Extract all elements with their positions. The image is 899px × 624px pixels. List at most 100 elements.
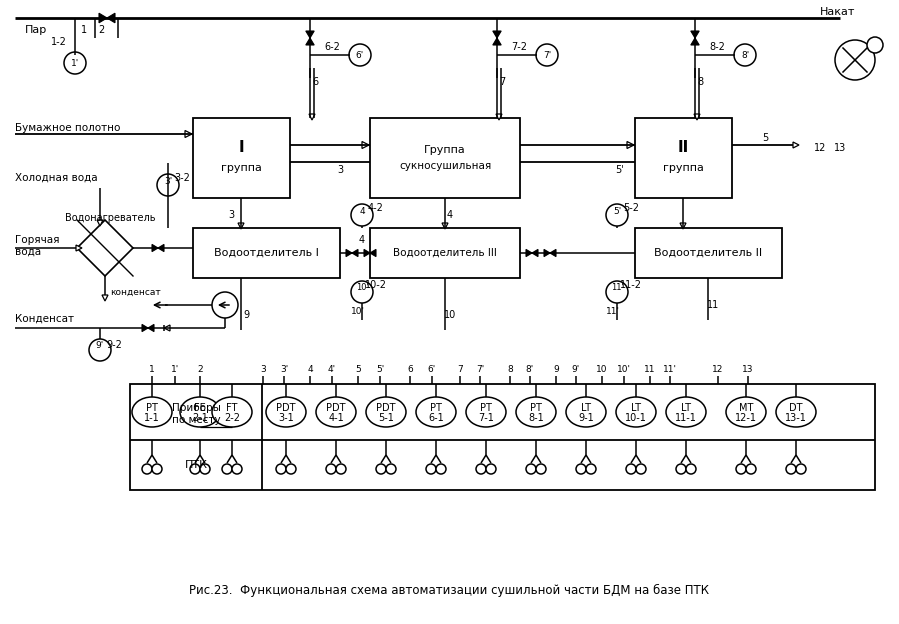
Text: 10: 10 [596,366,608,374]
Circle shape [351,204,373,226]
Text: 4: 4 [360,207,365,215]
Polygon shape [526,250,532,256]
Polygon shape [107,13,115,23]
Polygon shape [306,38,314,45]
Bar [193,228,340,278]
Text: 5: 5 [355,366,360,374]
Text: 7-2: 7-2 [511,42,527,52]
Text: Водоотделитель II: Водоотделитель II [654,248,762,258]
Text: 10': 10' [356,283,369,293]
Circle shape [486,464,496,474]
Text: 8': 8' [741,51,749,59]
Text: PT: PT [480,403,492,413]
Text: 10': 10' [351,308,365,316]
Text: 2: 2 [98,25,104,35]
Circle shape [326,464,336,474]
Text: по месту: по месту [172,415,220,425]
Bar [635,228,782,278]
Polygon shape [690,31,699,38]
Polygon shape [346,250,352,256]
Text: 1': 1' [171,366,179,374]
Text: 1: 1 [81,25,87,35]
Text: 10: 10 [444,310,456,320]
Circle shape [746,464,756,474]
Circle shape [222,464,232,474]
Polygon shape [544,250,550,256]
Text: 2-1: 2-1 [192,413,208,423]
Text: PDT: PDT [276,403,296,413]
Text: 7: 7 [457,366,463,374]
Text: 13: 13 [834,143,846,153]
Text: 5-1: 5-1 [378,413,394,423]
Polygon shape [793,142,799,148]
Polygon shape [164,325,170,331]
Polygon shape [238,223,244,229]
Polygon shape [532,250,538,256]
Polygon shape [97,220,103,226]
Polygon shape [185,130,192,137]
Circle shape [586,464,596,474]
Circle shape [152,464,162,474]
Circle shape [626,464,636,474]
Polygon shape [493,31,502,38]
Circle shape [476,464,486,474]
Text: 5': 5' [376,366,384,374]
Circle shape [276,464,286,474]
Text: 11: 11 [707,300,719,310]
Polygon shape [158,245,164,251]
Circle shape [386,464,396,474]
Polygon shape [680,223,686,229]
Text: 8: 8 [697,77,703,87]
Circle shape [867,37,883,53]
Circle shape [636,464,646,474]
Ellipse shape [726,397,766,427]
Text: 8-1: 8-1 [528,413,544,423]
Polygon shape [306,31,314,38]
Text: 3-2: 3-2 [174,173,190,183]
Text: 5: 5 [761,133,768,143]
Ellipse shape [516,397,556,427]
Circle shape [349,44,371,66]
Ellipse shape [366,397,406,427]
Ellipse shape [666,397,706,427]
Text: Бумажное полотно: Бумажное полотно [15,123,120,133]
Text: 1': 1' [71,59,79,67]
Polygon shape [370,250,376,256]
Text: 8-2: 8-2 [709,42,725,52]
Text: 1-1: 1-1 [144,413,160,423]
Text: 11-2: 11-2 [620,280,642,290]
Bar [370,118,520,198]
Ellipse shape [466,397,506,427]
Text: 4: 4 [447,210,453,220]
Circle shape [686,464,696,474]
Text: вода: вода [15,247,41,257]
Text: Группа: Группа [424,145,466,155]
Text: 3: 3 [228,210,234,220]
Polygon shape [142,324,148,331]
Text: PT: PT [146,403,158,413]
Text: Приборы: Приборы [172,403,220,413]
Polygon shape [352,250,358,256]
Text: FT: FT [227,403,237,413]
Text: 13: 13 [743,366,753,374]
Text: Накат: Накат [820,7,856,17]
Circle shape [526,464,536,474]
Text: 4': 4' [328,366,336,374]
Text: 9': 9' [572,366,580,374]
Text: PDT: PDT [377,403,396,413]
Text: 3-1: 3-1 [278,413,294,423]
Polygon shape [309,114,315,120]
Ellipse shape [132,397,172,427]
Text: 3: 3 [260,366,266,374]
Polygon shape [148,324,154,331]
Circle shape [576,464,586,474]
Text: сукносушильная: сукносушильная [399,161,491,171]
Text: 3': 3' [280,366,288,374]
Text: 9-2: 9-2 [106,340,122,350]
Circle shape [89,339,111,361]
Text: 6': 6' [428,366,436,374]
Text: 3': 3' [164,177,172,185]
Ellipse shape [566,397,606,427]
Polygon shape [550,250,556,256]
Circle shape [835,40,875,80]
